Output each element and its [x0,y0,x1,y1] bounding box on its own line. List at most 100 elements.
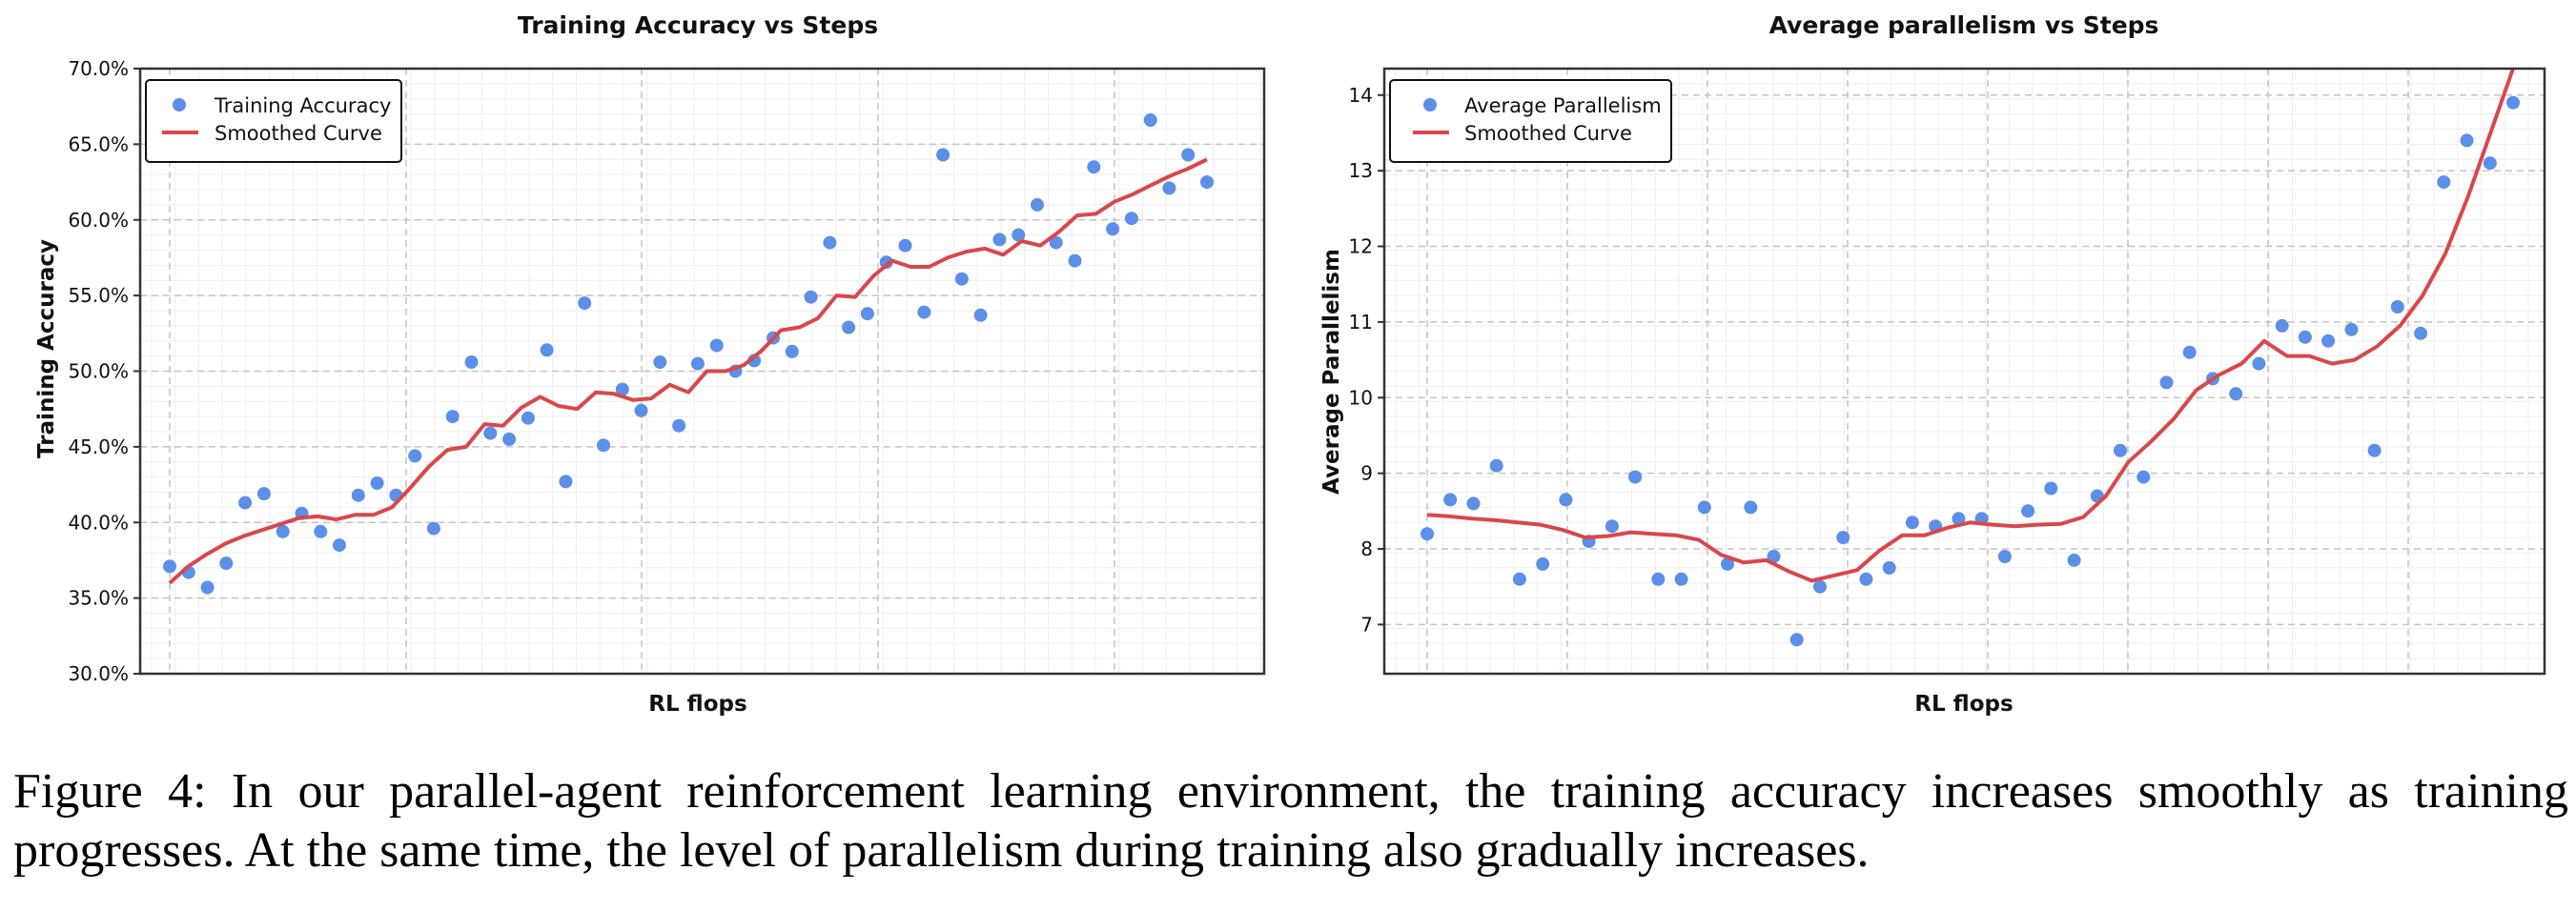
data-point [954,272,969,286]
y-tick-label: 30.0% [68,662,129,685]
data-point [1124,212,1138,226]
data-point [1905,516,1919,530]
data-point [578,296,592,311]
y-tick-label: 11 [1349,311,1373,334]
y-tick-label: 70.0% [68,57,129,80]
data-point [1536,557,1550,571]
data-point [2367,443,2382,457]
data-point [2114,443,2127,457]
data-point [690,356,705,371]
data-point [936,148,951,162]
data-point [1421,527,1434,541]
data-point [860,307,874,321]
data-point [370,476,384,490]
data-point [879,255,893,270]
data-point [2229,387,2243,401]
data-point [1836,531,1850,545]
data-point [1181,148,1196,162]
data-point [1012,228,1026,242]
data-point [1952,512,1966,526]
data-point [1031,197,1044,212]
data-point [445,410,460,424]
data-point [238,496,253,510]
data-point [219,557,234,571]
data-point [992,233,1007,247]
data-point [1049,235,1063,250]
data-point [2506,95,2520,110]
data-point [2414,326,2428,340]
data-point [2298,330,2312,344]
data-point [615,382,629,396]
y-tick-label: 55.0% [68,284,129,307]
data-point [1744,500,1758,515]
data-point [2483,156,2497,171]
data-point [1200,175,1214,190]
data-point [1087,160,1101,174]
data-point [597,438,610,453]
data-point [464,355,479,369]
data-point [917,305,931,319]
data-point [2321,334,2336,348]
accuracy-chart-x-axis-label: RL flops [648,692,746,717]
y-tick-label: 10 [1349,386,1373,409]
data-point [256,487,271,501]
parallelism-chart-legend: Average Parallelism Smoothed Curve [1389,79,1672,163]
y-tick-label: 12 [1349,235,1373,258]
data-point [1859,572,1873,586]
y-tick-label: 65.0% [68,132,129,155]
data-point [1628,470,1643,484]
legend-marker-points [1423,98,1437,111]
y-tick-label: 45.0% [68,435,129,458]
legend-marker-points [173,98,186,111]
data-point [408,449,422,463]
data-point [973,308,988,322]
data-point [314,524,328,538]
data-point [1767,550,1781,563]
legend-entry-label: Training Accuracy [214,94,391,117]
y-tick-label: 7 [1360,613,1373,636]
legend-entry-label: Average Parallelism [1464,94,1662,117]
data-point [1143,113,1157,127]
data-point [672,418,686,433]
y-tick-label: 9 [1360,462,1373,485]
data-point [1789,633,1804,647]
data-point [502,432,517,446]
data-point [2182,345,2197,359]
data-point [653,355,667,369]
data-point [1697,500,1711,515]
smoothed-curve-line [1426,68,2515,583]
accuracy-chart-y-axis-label: Training Accuracy [34,239,59,458]
smoothed-curve-line [168,157,1208,585]
data-point [276,524,290,538]
data-point [2136,470,2151,484]
data-point [2044,481,2058,496]
data-point [540,343,554,357]
figure-caption: Figure 4: In our parallel-agent reinforc… [13,764,2568,878]
accuracy-chart: Training Accuracy vs Steps Training Accu… [34,11,1266,717]
data-point [426,521,440,536]
accuracy-chart-legend: Training Accuracy Smoothed Curve [145,79,402,163]
data-point [1721,557,1734,571]
data-point [1106,222,1120,236]
data-point [2344,322,2359,336]
y-tick-label: 60.0% [68,209,129,232]
data-point [842,320,856,334]
parallelism-chart-x-axis-label: RL flops [1914,692,2013,717]
data-point [2159,375,2174,390]
data-point [1466,496,1481,511]
data-point [709,338,724,353]
data-point [2021,504,2035,518]
data-point [483,426,498,440]
data-point [2067,553,2081,567]
data-point [2275,318,2289,333]
data-point [804,290,818,304]
data-point [163,559,176,574]
data-point [1512,572,1526,586]
data-point [2460,133,2474,148]
y-tick-label: 13 [1349,159,1373,182]
data-point [1813,579,1827,594]
data-point [1068,253,1082,268]
data-point [2437,175,2451,190]
data-point [823,235,837,250]
